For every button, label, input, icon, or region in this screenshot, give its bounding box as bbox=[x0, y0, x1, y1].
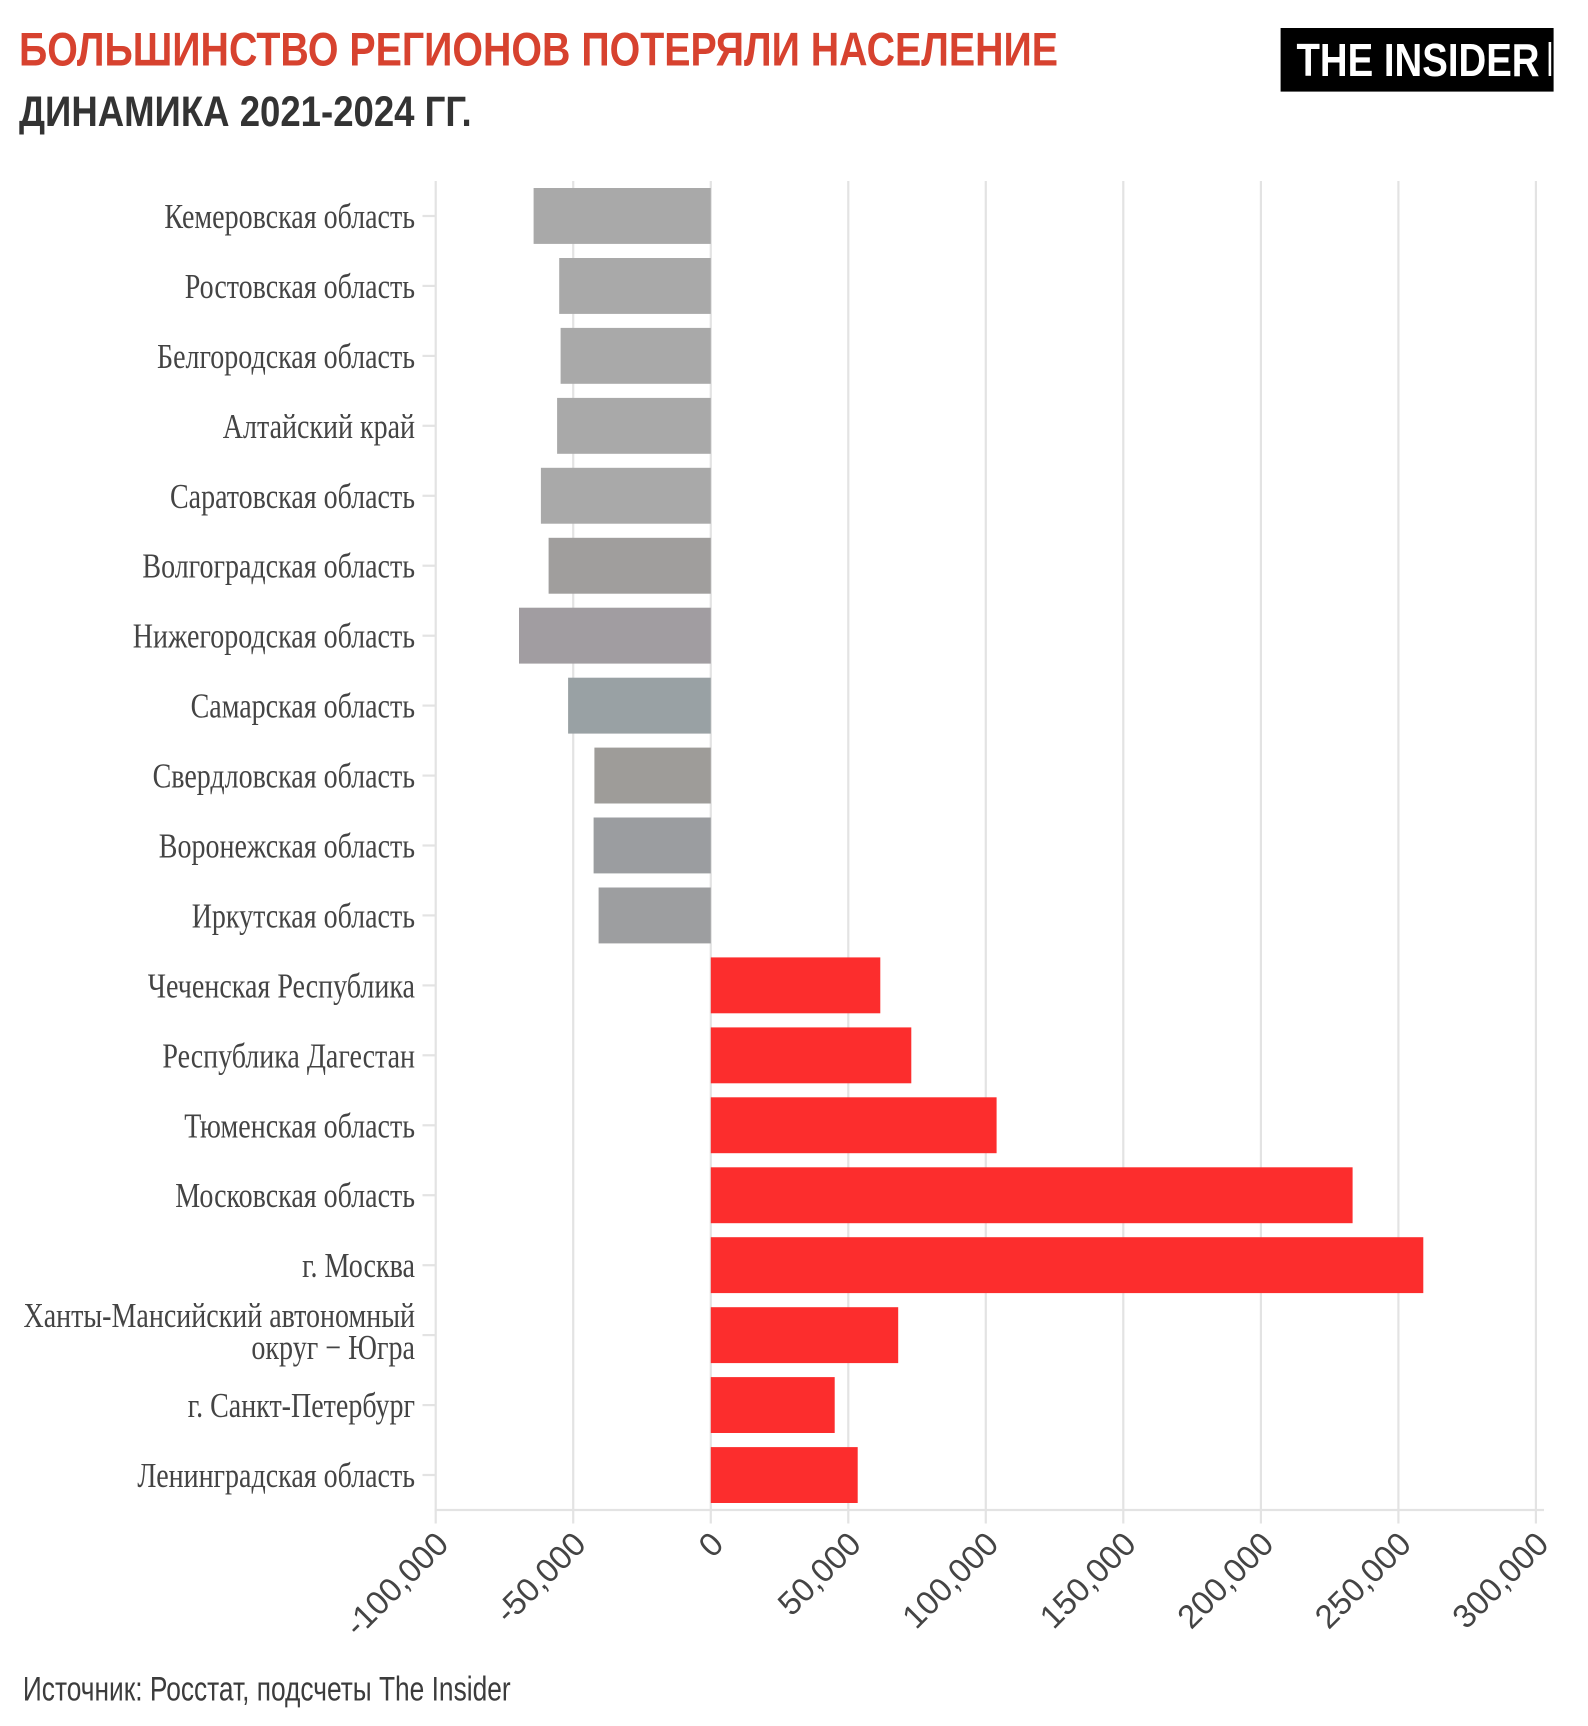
svg-text:Воронежская область: Воронежская область bbox=[159, 827, 415, 866]
svg-text:Нижегородская область: Нижегородская область bbox=[133, 617, 415, 656]
svg-text:Саратовская область: Саратовская область bbox=[170, 477, 415, 516]
svg-text:Ленинградская область: Ленинградская область bbox=[137, 1456, 415, 1495]
svg-text:Источник: Росстат, подсчеты Th: Источник: Росстат, подсчеты The Insider bbox=[23, 1671, 511, 1709]
svg-text:г. Москва: г. Москва bbox=[302, 1246, 415, 1285]
svg-text:Кемеровская область: Кемеровская область bbox=[164, 197, 415, 236]
svg-text:г. Санкт-Петербург: г. Санкт-Петербург bbox=[188, 1386, 415, 1425]
svg-text:Белгородская область: Белгородская область bbox=[157, 337, 415, 376]
svg-text:Тюменская область: Тюменская область bbox=[184, 1106, 415, 1145]
svg-text:БОЛЬШИНСТВО РЕГИОНОВ ПОТЕРЯЛИ: БОЛЬШИНСТВО РЕГИОНОВ ПОТЕРЯЛИ НАСЕЛЕНИЕ bbox=[19, 22, 1058, 75]
svg-text:округ − Югра: округ − Югра bbox=[251, 1328, 415, 1367]
svg-text:Республика Дагестан: Республика Дагестан bbox=[162, 1036, 415, 1075]
svg-text:Ростовская область: Ростовская область bbox=[185, 267, 415, 306]
svg-text:ДИНАМИКА 2021-2024 ГГ.: ДИНАМИКА 2021-2024 ГГ. bbox=[19, 88, 472, 136]
svg-text:Ханты-Мансийский автономный: Ханты-Мансийский автономный bbox=[24, 1296, 416, 1335]
svg-text:Чеченская Республика: Чеченская Республика bbox=[148, 966, 416, 1005]
svg-text:THE INSIDER: THE INSIDER bbox=[1297, 34, 1540, 86]
svg-text:Московская область: Московская область bbox=[175, 1176, 415, 1215]
svg-text:Свердловская область: Свердловская область bbox=[153, 757, 415, 796]
svg-text:Иркутская область: Иркутская область bbox=[192, 896, 415, 935]
svg-text:Волгоградская область: Волгоградская область bbox=[142, 547, 415, 586]
svg-text:Алтайский край: Алтайский край bbox=[223, 407, 415, 446]
svg-text:Самарская область: Самарская область bbox=[191, 687, 415, 726]
